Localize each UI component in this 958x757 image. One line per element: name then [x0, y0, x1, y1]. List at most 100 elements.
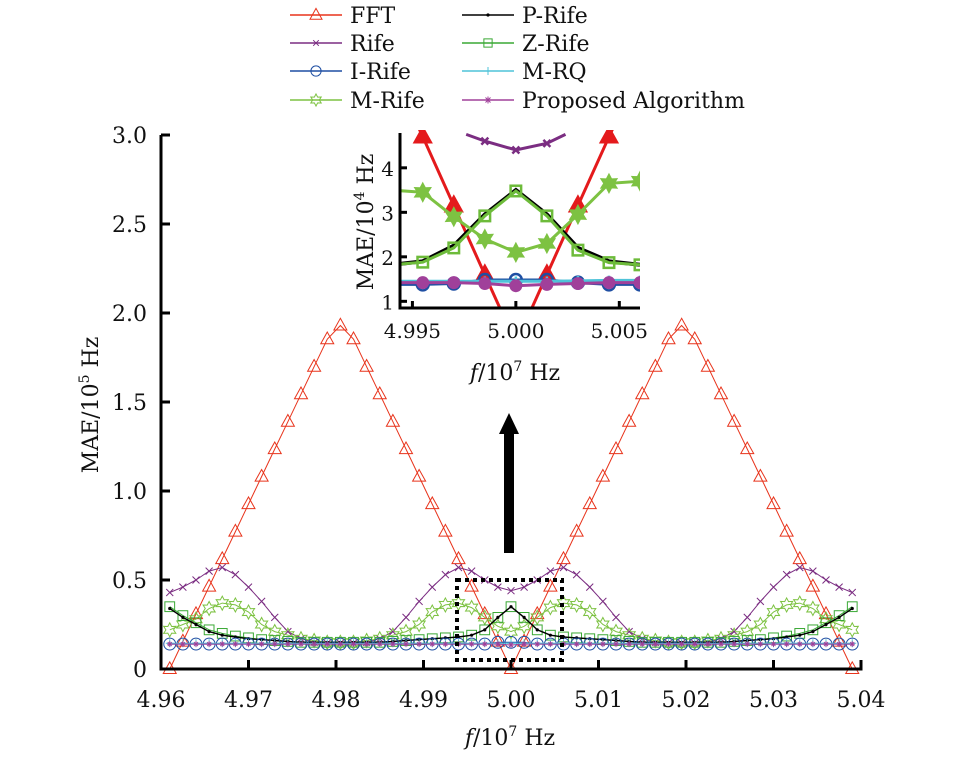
inset-data-point-m-rife: [630, 170, 640, 192]
legend-label: Rife: [350, 32, 395, 57]
data-point-rife: [507, 586, 515, 595]
data-point-proposed-algorithm: [770, 641, 777, 647]
legend-label: FFT: [350, 4, 396, 29]
x-tick-label: 5.02: [662, 688, 711, 713]
data-point-i-rife: [504, 635, 518, 649]
data-point-proposed-algorithm: [639, 641, 646, 647]
data-point-proposed-algorithm: [376, 641, 383, 647]
x-tick-label: 4.99: [399, 688, 448, 713]
legend-marker-asterisk-icon: [484, 96, 492, 104]
label-unit: Hz: [517, 726, 555, 751]
data-point-rife: [467, 567, 476, 575]
inset-series-layer: [386, 130, 640, 308]
data-point-proposed-algorithm: [534, 641, 541, 647]
data-point-p-rife: [220, 633, 224, 637]
inset-data-point-fft: [412, 130, 433, 144]
data-point-proposed-algorithm: [652, 641, 659, 647]
inset-y-tick-label: 1: [381, 290, 394, 314]
inset-y-axis-label: MAE/104 Hz: [352, 154, 379, 291]
inset-data-point-i-rife: [386, 278, 398, 290]
inset-data-point-m-rife: [413, 181, 432, 203]
inset-y-tick-label: 3: [381, 201, 394, 225]
data-point-p-rife: [496, 615, 500, 619]
data-point-rife: [730, 627, 738, 636]
data-point-z-rife: [531, 624, 543, 636]
data-point-fft: [805, 578, 821, 592]
data-point-fft: [634, 385, 650, 400]
data-point-fft: [766, 495, 781, 510]
data-point-proposed-algorithm: [796, 641, 803, 647]
data-point-rife: [284, 627, 292, 636]
data-point-proposed-algorithm: [363, 641, 370, 647]
data-point-fft: [713, 385, 729, 400]
data-point-proposed-algorithm: [416, 641, 422, 647]
data-point-fft: [398, 440, 414, 455]
data-point-p-rife: [548, 633, 552, 637]
data-point-z-rife: [505, 601, 517, 613]
legend-marker-triangle-icon: [309, 7, 323, 20]
legend-marker-plus-icon: [484, 67, 492, 75]
label-exponent: 4: [352, 191, 368, 200]
data-point-fft: [241, 495, 256, 510]
data-point-fft: [569, 523, 584, 537]
data-point-m-rife: [202, 600, 217, 617]
data-point-proposed-algorithm: [547, 641, 554, 647]
data-point-rife: [599, 597, 607, 606]
data-point-p-rife: [522, 615, 526, 619]
data-point-rife: [835, 583, 843, 591]
data-point-m-rife: [753, 616, 768, 633]
inset-data-point-z-rife: [509, 184, 523, 198]
legend-marker-square-icon: [483, 38, 493, 48]
zoom-region-box: [455, 578, 564, 662]
x-tick-label: 4.96: [137, 688, 186, 713]
data-point-rife: [402, 613, 410, 622]
label-base: MAE/10: [79, 383, 104, 473]
y-tick-label: 2.0: [112, 302, 147, 327]
data-point-fft: [385, 413, 401, 427]
inset-series-m-rife: [400, 170, 640, 263]
legend-item-proposed-algorithm: Proposed Algorithm: [462, 89, 745, 114]
inset-data-point-z-rife: [540, 209, 554, 223]
main-axes: 00.51.01.52.02.53.04.96 4.97 4.98 4.99 5.00 5…: [112, 124, 885, 713]
data-point-m-rife: [438, 596, 453, 613]
data-point-proposed-algorithm: [718, 641, 724, 647]
data-point-proposed-algorithm: [206, 641, 212, 647]
y-tick-label: 1.5: [112, 391, 147, 416]
data-point-m-rife: [805, 600, 820, 617]
data-point-rife: [585, 583, 594, 591]
data-point-p-rife: [168, 606, 172, 611]
data-point-fft: [595, 468, 611, 482]
data-point-proposed-algorithm: [285, 641, 291, 647]
legend-item-z-rife: Z-Rife: [462, 32, 589, 57]
inset-data-point-m-rife: [599, 172, 619, 195]
data-point-proposed-algorithm: [626, 641, 632, 647]
data-point-rife: [257, 597, 266, 606]
inset-x-tick-label: 5.000: [487, 319, 544, 343]
data-point-rife: [782, 570, 791, 579]
inset-data-point-m-rife: [400, 184, 401, 196]
data-point-m-rife: [464, 599, 479, 616]
data-point-z-rife: [190, 617, 202, 629]
data-point-fft: [687, 331, 703, 345]
data-point-proposed-algorithm: [691, 641, 698, 647]
data-point-fft: [438, 523, 453, 537]
inset-data-point-m-rife: [506, 241, 526, 263]
data-point-m-rife: [320, 634, 335, 651]
data-point-fft: [529, 605, 545, 620]
data-point-rife: [559, 563, 568, 572]
data-point-z-rife: [177, 610, 189, 621]
data-point-m-rife: [241, 603, 256, 621]
data-point-m-rife: [766, 603, 781, 621]
data-point-z-rife: [203, 624, 215, 636]
data-point-fft: [319, 331, 335, 345]
data-point-m-rife: [425, 603, 440, 621]
data-point-proposed-algorithm: [600, 641, 606, 647]
legend-item-i-rife: I-Rife: [290, 60, 411, 85]
data-point-rife: [572, 570, 581, 579]
data-point-m-rife: [333, 634, 348, 651]
data-point-proposed-algorithm: [311, 641, 317, 647]
legend-item-p-rife: P-Rife: [462, 4, 588, 29]
data-point-proposed-algorithm: [403, 641, 409, 647]
data-point-proposed-algorithm: [180, 641, 186, 647]
data-point-rife: [179, 583, 187, 591]
